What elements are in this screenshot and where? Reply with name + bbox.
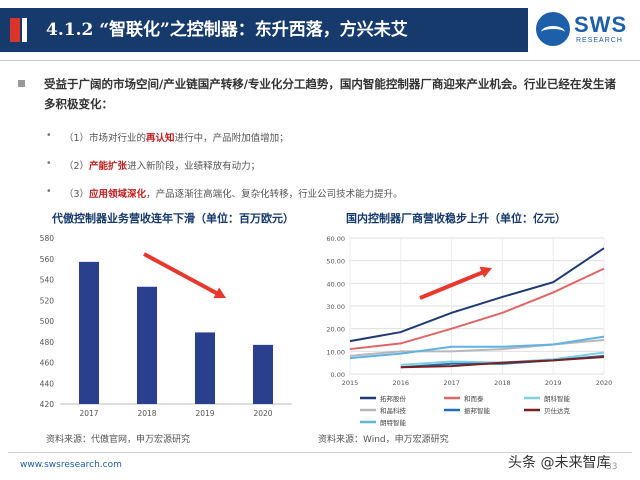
page-title: 4.1.2 “智联化”之控制器：东升西落，方兴未艾 — [46, 20, 408, 40]
title-accent-red — [10, 18, 20, 42]
y-tick-label: 560 — [40, 255, 55, 264]
trend-arrow-head-icon — [213, 287, 226, 299]
footer-divider — [8, 452, 632, 453]
point-3-highlight: 应用领域深化 — [89, 189, 147, 200]
point-3-prefix: （3） — [64, 189, 90, 200]
legend-label: 贝仕达克 — [544, 406, 571, 415]
sws-logo: SWS RESEARCH — [536, 10, 636, 50]
series-line-6 — [400, 356, 605, 369]
y-tick-label: 0.00 — [331, 371, 345, 379]
bar-chart-source: 资料来源：代傲官网，申万宏源研究 — [46, 435, 191, 445]
bar-2017 — [79, 261, 99, 404]
bar-2018 — [137, 286, 157, 404]
point-1-highlight: 再认知 — [146, 133, 175, 144]
title-bar: 4.1.2 “智联化”之控制器：东升西落，方兴未艾 — [0, 8, 528, 52]
line-chart: 0.00 10.00 20.00 30.00 40.00 50.00 60.00 2015 20… — [326, 235, 613, 427]
point-2-prefix: （2） — [64, 161, 90, 172]
legend-label: 朗特智能 — [380, 418, 407, 427]
logo-sub-text: RESEARCH — [576, 37, 623, 44]
point-3: • （3）应用领域深化，产品逐渐往高端化、复杂化转移，行业公司技术能力提升。 — [46, 186, 403, 200]
y-tick-label: 20.00 — [326, 326, 345, 334]
y-tick-label: 580 — [40, 234, 55, 243]
title-accent-white — [22, 18, 27, 42]
point-1-prefix: （1）市场对行业的 — [64, 133, 147, 144]
x-tick-label: 2017 — [443, 379, 460, 387]
y-tick-label: 440 — [40, 379, 55, 388]
page-number: 33 — [606, 462, 618, 472]
logo-circle-icon — [536, 12, 570, 46]
line-chart-title: 国内控制器厂商营收稳步上升（单位：亿元） — [346, 212, 566, 225]
x-tick-label: 2015 — [342, 379, 359, 387]
legend-label: 和而泰 — [464, 394, 484, 403]
bar-chart-title: 代傲控制器业务营收连年下滑（单位：百万欧元） — [52, 212, 294, 225]
legend-label: 和晶科技 — [380, 406, 407, 415]
y-tick-label: 10.00 — [326, 348, 345, 356]
dot-bullet-icon: • — [46, 186, 52, 197]
bar-2020 — [253, 344, 273, 404]
y-tick-label: 540 — [40, 276, 55, 285]
y-tick-label: 420 — [40, 400, 55, 409]
y-tick-label: 30.00 — [326, 303, 345, 311]
bar-chart: 420 440 460 480 500 520 540 560 580 2017 2018 2019 2… — [40, 234, 292, 418]
y-tick-label: 460 — [40, 359, 55, 368]
series-line-2 — [349, 267, 605, 351]
x-tick-label: 2019 — [545, 379, 562, 387]
x-tick-label: 2020 — [596, 379, 613, 387]
square-bullet-icon — [18, 80, 25, 87]
y-tick-label: 60.00 — [326, 235, 345, 243]
dot-bullet-icon: • — [46, 158, 52, 169]
trend-arrow-shaft — [419, 269, 487, 300]
legend-label: 拓邦股份 — [380, 394, 407, 403]
logo-main-text: SWS — [574, 12, 628, 37]
watermark: 头条 @未来智库 — [508, 455, 611, 471]
line-chart-source: 资料来源：Wind，申万宏源研究 — [318, 435, 449, 445]
x-tick-label: 2018 — [137, 409, 156, 418]
point-3-suffix: ，产品逐渐往高端化、复杂化转移，行业公司技术能力提升。 — [146, 189, 403, 200]
y-tick-label: 40.00 — [326, 280, 345, 288]
y-tick-label: 520 — [40, 296, 55, 305]
series-line-7 — [349, 335, 605, 360]
legend-label: 朗科智能 — [544, 394, 571, 403]
point-2-suffix: 进入新阶段，业绩释放有动力； — [127, 161, 261, 172]
x-tick-label: 2018 — [494, 379, 511, 387]
bar-2019 — [195, 332, 215, 404]
trend-arrow-head-icon — [479, 266, 492, 278]
logo-wave-icon — [541, 26, 565, 39]
point-2-highlight: 产能扩张 — [89, 161, 128, 172]
x-tick-label: 2019 — [195, 409, 214, 418]
x-tick-label: 2017 — [79, 409, 98, 418]
lead-paragraph: 受益于广阔的市场空间/产业链国产转移/专业化分工趋势，国内智能控制器厂商迎来产业… — [18, 74, 618, 114]
header-divider — [0, 60, 640, 61]
point-1: • （1）市场对行业的再认知进行中，产品附加值增加； — [46, 130, 289, 144]
point-2: • （2）产能扩张进入新阶段，业绩释放有动力； — [46, 158, 261, 172]
y-tick-label: 50.00 — [326, 258, 345, 266]
dot-bullet-icon: • — [46, 130, 52, 141]
y-tick-label: 500 — [40, 317, 55, 326]
series-line-1 — [349, 247, 605, 343]
x-tick-label: 2020 — [253, 409, 272, 418]
legend-label: 振邦智能 — [464, 406, 491, 415]
point-1-suffix: 进行中，产品附加值增加； — [174, 133, 289, 144]
y-tick-label: 480 — [40, 338, 55, 347]
x-tick-label: 2016 — [393, 379, 410, 387]
footer-url[interactable]: www.swsresearch.com — [20, 460, 122, 470]
header: 4.1.2 “智联化”之控制器：东升西落，方兴未艾 SWS RESEARCH — [0, 0, 640, 52]
lead-text: 受益于广阔的市场空间/产业链国产转移/专业化分工趋势，国内智能控制器厂商迎来产业… — [44, 77, 616, 111]
trend-arrow-shaft — [143, 252, 221, 297]
